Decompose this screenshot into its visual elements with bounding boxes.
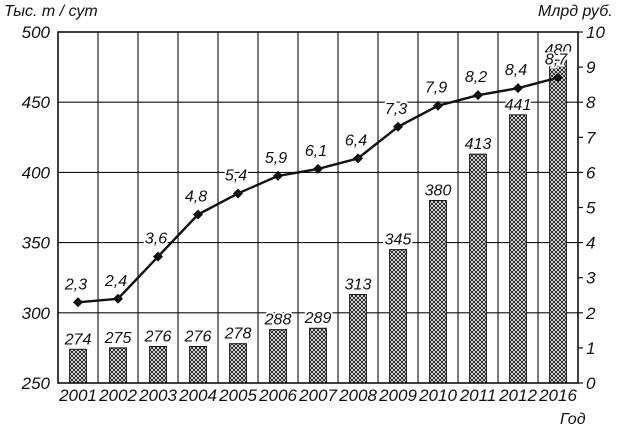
- x-axis-label: Год: [560, 411, 586, 428]
- bar: [229, 343, 247, 384]
- bar-value-label: 345: [385, 232, 412, 249]
- right-tick-label: 9: [586, 58, 596, 77]
- bar: [509, 114, 527, 384]
- bar: [429, 199, 447, 384]
- bar: [149, 345, 167, 384]
- x-tick-label: 2007: [298, 386, 337, 405]
- bar-value-label: 276: [144, 328, 172, 345]
- line-point: [513, 83, 523, 94]
- x-tick-label: 2001: [58, 386, 97, 405]
- bar-value-label: 413: [465, 136, 492, 153]
- line-value-label: 7,3: [385, 101, 407, 118]
- bar-value-label: 278: [224, 326, 252, 343]
- line-value-label: 6,4: [345, 132, 367, 149]
- right-tick-label: 4: [586, 234, 595, 253]
- line-point: [193, 209, 203, 220]
- bar: [69, 348, 87, 384]
- bar: [309, 327, 327, 384]
- left-tick-label: 500: [22, 23, 51, 42]
- line-point: [113, 293, 123, 304]
- right-tick-label: 7: [586, 128, 596, 147]
- line-value-label: 7,9: [425, 80, 447, 97]
- bar-value-label: 480: [545, 42, 572, 59]
- line-point: [233, 188, 243, 199]
- right-tick-label: 10: [586, 23, 605, 42]
- line-series: [73, 72, 563, 308]
- left-axis-label: Тыс. т / сут: [4, 3, 98, 20]
- right-tick-label: 0: [586, 374, 596, 393]
- line-value-label: 3,6: [145, 231, 167, 248]
- line-point: [153, 251, 163, 262]
- line-value-label: 8,7: [545, 52, 568, 69]
- left-tick-label: 400: [22, 163, 51, 182]
- bar-value-label: 276: [184, 328, 212, 345]
- x-tick-label: 2003: [138, 386, 177, 405]
- labels: Тыс. т / сут Млрд руб. Год 274 275 276 276 2…: [4, 3, 613, 428]
- bar: [469, 153, 487, 384]
- x-tick-label: 2016: [538, 386, 577, 405]
- x-tick-label: 2010: [418, 386, 457, 405]
- line-point: [473, 90, 483, 101]
- x-tick-label: 2002: [98, 386, 137, 405]
- x-tick-label: 2006: [258, 386, 297, 405]
- right-tick-label: 5: [586, 199, 596, 218]
- bar-value-label: 275: [104, 330, 132, 347]
- x-tick-label: 2012: [498, 386, 537, 405]
- line-value-label: 5,4: [225, 167, 247, 184]
- bar: [109, 347, 127, 384]
- right-tick-label: 1: [586, 339, 595, 358]
- line-value-label: 2,4: [104, 273, 127, 290]
- right-axis-label: Млрд руб.: [538, 3, 613, 20]
- right-tick-label: 2: [585, 304, 596, 323]
- bar-series: [69, 59, 567, 384]
- bar: [189, 345, 207, 384]
- plot-frame: [57, 31, 583, 384]
- line-value-label: 6,1: [305, 143, 327, 160]
- x-tick-label: 2004: [178, 386, 217, 405]
- line-point: [353, 153, 363, 164]
- line-point: [553, 72, 563, 83]
- bar-value-label: 441: [505, 97, 532, 114]
- left-tick-label: 300: [22, 304, 51, 323]
- x-tick-label: 2009: [378, 386, 417, 405]
- bar-value-label: 313: [345, 277, 372, 294]
- left-tick-label: 350: [22, 234, 51, 253]
- bar: [549, 59, 567, 384]
- line-value-label: 2,3: [64, 276, 87, 293]
- line-point: [313, 163, 323, 174]
- right-tick-label: 8: [586, 93, 596, 112]
- bar-value-label: 289: [304, 310, 332, 327]
- x-tick-label: 2011: [459, 386, 497, 405]
- line-point: [273, 170, 283, 181]
- bar: [269, 329, 287, 384]
- line-value-label: 5,9: [265, 150, 287, 167]
- bar-value-label: 380: [425, 182, 452, 199]
- x-tick-label: 2005: [218, 386, 257, 405]
- right-tick-label: 3: [586, 269, 596, 288]
- bar: [349, 294, 367, 384]
- right-tick-label: 6: [586, 163, 596, 182]
- bar: [389, 249, 407, 384]
- line-point: [393, 121, 403, 132]
- left-tick-label: 450: [22, 93, 51, 112]
- bar-value-label: 274: [64, 331, 92, 348]
- x-tick-label: 2008: [338, 386, 377, 405]
- line-value-label: 8,4: [505, 62, 527, 79]
- line-point: [433, 100, 443, 111]
- left-tick-label: 250: [21, 374, 51, 393]
- line-value-label: 8,2: [465, 69, 487, 86]
- line-value-label: 4,8: [185, 189, 207, 206]
- bar-value-label: 288: [264, 312, 292, 329]
- line-point: [73, 297, 83, 308]
